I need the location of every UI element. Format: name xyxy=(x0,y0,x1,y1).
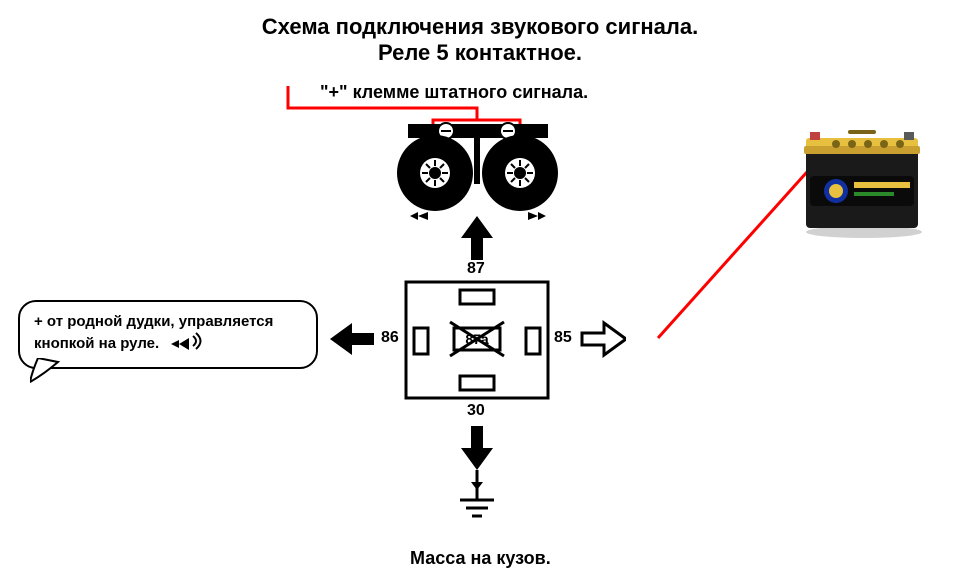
pin-30-label: 30 xyxy=(467,402,485,420)
arrow-up-87 xyxy=(457,216,497,264)
pin-87-label: 87 xyxy=(467,260,485,278)
pin-85-label: 85 xyxy=(554,329,572,347)
arrow-right-85 xyxy=(578,320,626,358)
ground-label: Масса на кузов. xyxy=(410,548,551,569)
pin-86-label: 86 xyxy=(381,329,399,347)
battery xyxy=(800,128,928,238)
callout-line1: + от родной дудки, управляется xyxy=(34,313,273,330)
svg-text:87a: 87a xyxy=(465,331,489,347)
link-85 xyxy=(620,332,660,346)
callout-line2: кнопкой на руле. xyxy=(34,335,159,352)
horn-mini-icon xyxy=(169,332,203,356)
arrow-down-30 xyxy=(457,424,497,470)
ground-symbol xyxy=(456,470,498,530)
relay: 87a xyxy=(404,280,550,400)
callout-tail xyxy=(30,358,70,384)
arrow-left-86 xyxy=(330,320,378,358)
